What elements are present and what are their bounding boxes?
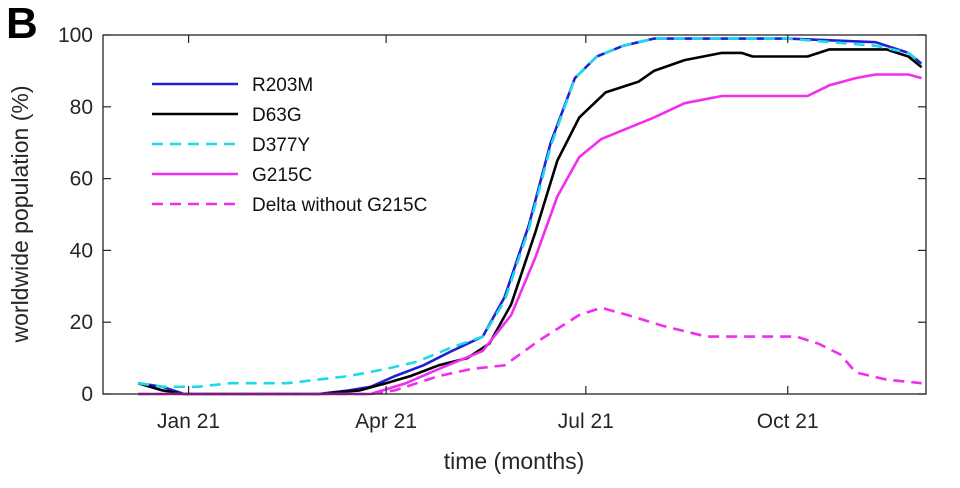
y-tick-label: 80 bbox=[70, 96, 93, 119]
y-tick-label: 60 bbox=[70, 168, 93, 191]
y-axis: 0 20 40 60 80 100 bbox=[58, 24, 926, 406]
legend-label-d63g: D63G bbox=[252, 105, 302, 126]
panel-label: B bbox=[6, 0, 38, 48]
legend-label-r203m: R203M bbox=[252, 75, 313, 96]
x-tick-label: Jul 21 bbox=[558, 410, 614, 433]
series-line-delta-without-g215c bbox=[138, 306, 922, 396]
x-tick-label: Oct 21 bbox=[757, 410, 819, 433]
y-tick-label: 20 bbox=[70, 311, 93, 334]
x-axis-label: time (months) bbox=[444, 448, 585, 474]
series-line-g215c bbox=[138, 73, 922, 396]
legend: R203M D63G D377Y G215C Delta without G215C bbox=[152, 75, 427, 216]
legend-label-g215c: G215C bbox=[252, 165, 312, 186]
y-tick-label: 0 bbox=[81, 383, 93, 406]
legend-label-delta-without-g215c: Delta without G215C bbox=[252, 195, 427, 216]
y-tick-label: 100 bbox=[58, 24, 93, 47]
series-line-d377y bbox=[137, 37, 923, 389]
y-tick-label: 40 bbox=[70, 239, 93, 262]
x-tick-label: Apr 21 bbox=[355, 410, 417, 433]
plot-lines bbox=[137, 37, 923, 396]
y-axis-label: worldwide population (%) bbox=[7, 86, 33, 344]
x-tick-label: Jan 21 bbox=[157, 410, 220, 433]
x-axis: Jan 21 Apr 21 Jul 21 Oct 21 bbox=[157, 35, 819, 433]
legend-label-d377y: D377Y bbox=[252, 135, 310, 156]
plot-frame bbox=[102, 34, 927, 395]
